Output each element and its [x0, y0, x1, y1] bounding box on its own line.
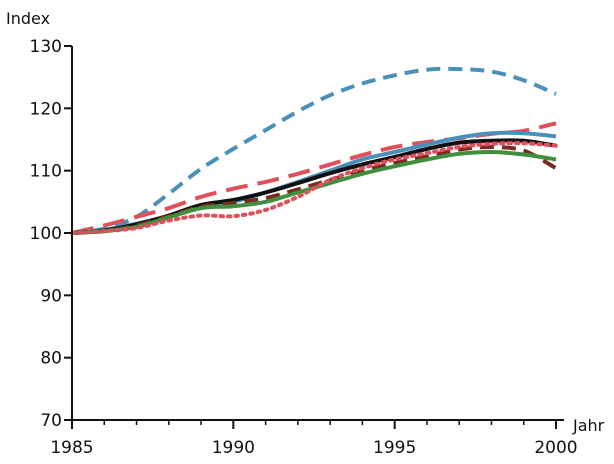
- series-line-4: [71, 138, 557, 235]
- y-tick-label: 110: [30, 162, 62, 182]
- x-tick-group: 1985 1990 1995 2000: [50, 420, 578, 458]
- y-axis-title: Index: [6, 9, 50, 28]
- x-tick-label: 1985: [50, 438, 93, 458]
- y-tick-label: 100: [30, 224, 62, 244]
- x-tick-label: 1995: [373, 438, 416, 458]
- x-axis-title: Jahr: [572, 416, 605, 435]
- y-tick-label: 90: [40, 286, 62, 306]
- y-tick-group: 70 80 90 100 110 120 130: [30, 37, 72, 431]
- series-group: [70, 66, 558, 235]
- y-tick-label: 120: [30, 99, 62, 119]
- series-line-2: [71, 121, 557, 235]
- y-tick-label: 70: [40, 411, 62, 431]
- series-line-7: [70, 141, 558, 235]
- series-line-1: [71, 66, 557, 235]
- y-tick-label: 130: [30, 37, 62, 57]
- y-tick-label: 80: [40, 349, 62, 369]
- axes-group: [71, 46, 564, 421]
- x-tick-label: 2000: [534, 438, 577, 458]
- x-tick-label: 1990: [212, 438, 255, 458]
- series-line-5: [71, 144, 557, 235]
